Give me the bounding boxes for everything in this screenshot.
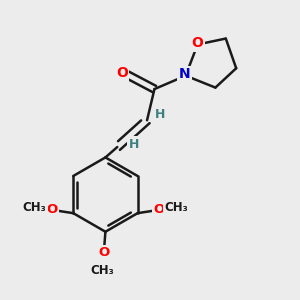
Text: H: H <box>128 138 139 151</box>
Text: O: O <box>192 36 203 50</box>
Text: O: O <box>153 203 164 216</box>
Text: O: O <box>46 203 58 216</box>
Text: O: O <box>116 66 128 80</box>
Text: CH₃: CH₃ <box>164 201 188 214</box>
Text: N: N <box>178 67 190 81</box>
Text: CH₃: CH₃ <box>91 264 114 277</box>
Text: H: H <box>155 108 166 121</box>
Text: O: O <box>98 247 110 260</box>
Text: CH₃: CH₃ <box>23 201 46 214</box>
